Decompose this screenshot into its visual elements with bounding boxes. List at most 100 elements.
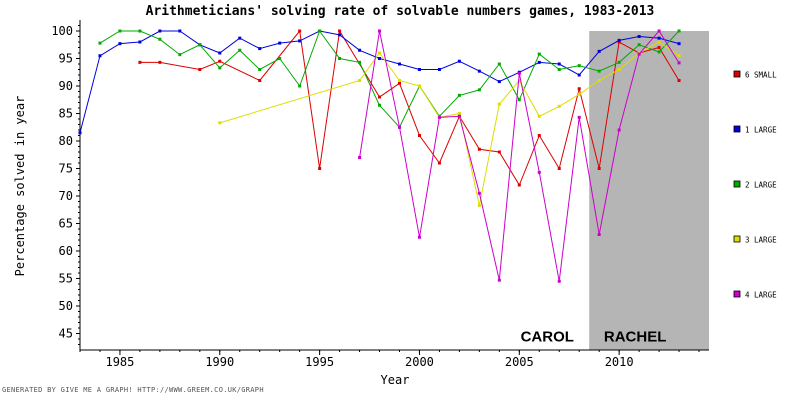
data-point <box>677 79 681 82</box>
data-point <box>557 104 561 108</box>
data-point <box>378 51 382 55</box>
data-point <box>238 36 242 40</box>
axes: 45 50 55 60 65 70 75 80 85 90 95 100 1985 1990 1995 200… <box>51 20 709 369</box>
y-tick-label: 55 <box>59 272 73 286</box>
data-point <box>517 71 521 75</box>
data-point <box>617 38 621 42</box>
data-point <box>258 79 262 82</box>
data-point <box>318 29 322 33</box>
data-point <box>597 233 601 236</box>
y-tick-label: 65 <box>59 217 73 231</box>
legend-label: 6 SMALL <box>745 71 777 80</box>
data-point <box>497 62 501 66</box>
data-point <box>457 114 461 118</box>
data-point <box>617 60 621 64</box>
data-point <box>358 60 362 64</box>
data-point <box>318 167 322 170</box>
data-point <box>497 278 501 282</box>
data-point <box>437 68 441 71</box>
data-point <box>497 150 501 154</box>
y-tick-label: 70 <box>59 189 73 203</box>
x-tick-label: 2000 <box>405 355 434 369</box>
data-point <box>677 42 681 46</box>
data-point <box>98 41 102 45</box>
data-point <box>178 29 182 33</box>
data-point <box>477 69 481 73</box>
y-tick-label: 80 <box>59 134 73 148</box>
y-axis-label: Percentage solved in year <box>13 96 27 277</box>
data-point <box>577 87 581 91</box>
data-point <box>597 69 601 73</box>
data-point <box>278 41 282 45</box>
data-point <box>218 66 222 70</box>
data-point <box>397 125 401 129</box>
data-point <box>118 42 122 46</box>
data-point <box>657 40 661 44</box>
y-tick-label: 60 <box>59 244 73 258</box>
legend-label: 1 LARGE <box>745 126 777 135</box>
y-tick-label: 100 <box>51 24 73 38</box>
data-point <box>477 191 481 195</box>
data-point <box>358 48 362 52</box>
data-point <box>378 57 382 60</box>
x-axis-label: Year <box>381 373 410 387</box>
data-point <box>557 167 561 170</box>
data-point <box>637 43 641 47</box>
series-4-large <box>358 29 681 283</box>
data-point <box>637 52 641 56</box>
data-point <box>677 29 681 33</box>
data-point <box>597 49 601 53</box>
data-point <box>597 79 601 82</box>
data-point <box>537 60 541 64</box>
y-tick-label: 90 <box>59 79 73 93</box>
shaded-region-layer <box>589 31 709 350</box>
y-tick-label: 45 <box>59 327 73 341</box>
data-point <box>258 68 262 71</box>
y-tick-label: 50 <box>59 299 73 313</box>
legend-swatch <box>733 180 741 188</box>
data-point <box>198 68 202 71</box>
x-tick-label: 1985 <box>105 355 134 369</box>
y-tick-label: 75 <box>59 162 73 176</box>
data-point <box>637 35 641 38</box>
data-point <box>178 53 182 57</box>
legend-swatch <box>733 235 741 243</box>
data-point <box>557 279 561 283</box>
data-point <box>258 47 262 51</box>
data-point <box>378 29 382 33</box>
x-tick-label: 2005 <box>505 355 534 369</box>
data-point <box>517 183 521 187</box>
data-point <box>657 50 661 54</box>
data-point <box>517 79 521 82</box>
data-point <box>537 170 541 174</box>
x-tick-label: 1995 <box>305 355 334 369</box>
shaded-region <box>589 31 709 350</box>
data-point <box>477 147 481 151</box>
data-point <box>537 52 541 56</box>
data-point <box>577 92 581 96</box>
y-tick-label: 85 <box>59 107 73 121</box>
data-point <box>118 29 122 33</box>
data-point <box>358 156 362 159</box>
data-point <box>597 167 601 170</box>
legend-swatch <box>733 290 741 298</box>
chart-title: Arithmeticians' solving rate of solvable… <box>146 4 655 19</box>
series-line <box>139 29 680 187</box>
data-point <box>457 59 461 63</box>
data-point <box>98 54 102 58</box>
data-point <box>338 57 342 60</box>
x-tick-label: 1990 <box>205 355 234 369</box>
x-tick-label: 2010 <box>605 355 634 369</box>
data-point <box>437 115 441 119</box>
data-point <box>497 102 501 106</box>
data-point <box>657 46 661 49</box>
data-point <box>298 84 302 88</box>
data-point <box>617 68 621 71</box>
data-point <box>437 161 441 165</box>
data-point <box>338 29 342 33</box>
data-point <box>158 29 162 33</box>
data-point <box>218 59 222 63</box>
data-point <box>397 79 401 82</box>
data-point <box>138 60 142 64</box>
